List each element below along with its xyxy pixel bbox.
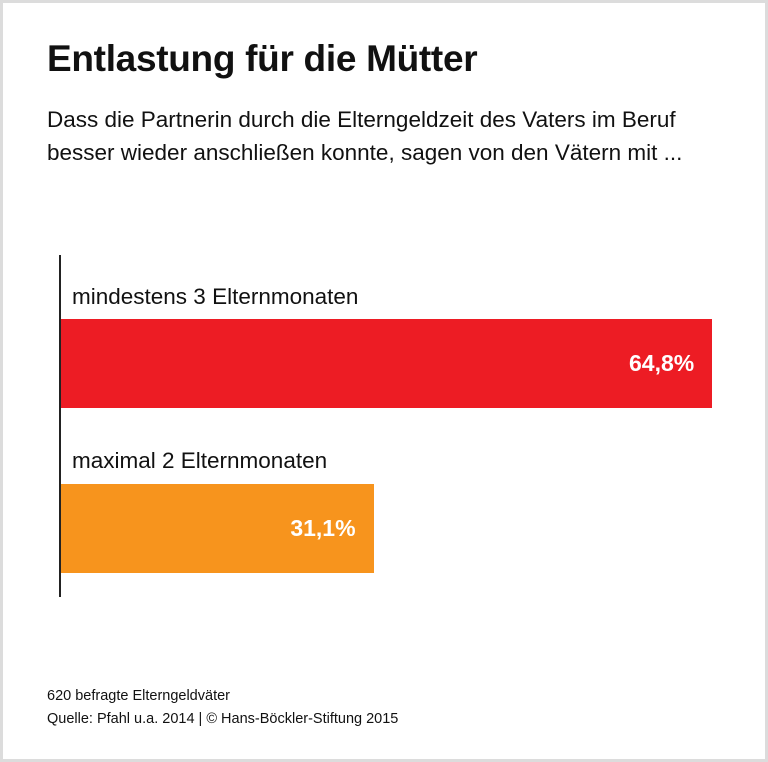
category-label-1: mindestens 3 Elternmonaten <box>72 284 359 309</box>
value-label-2: 31,1% <box>290 515 356 541</box>
footer-source: Quelle: Pfahl u.a. 2014 | © Hans-Böckler… <box>47 711 399 727</box>
category-label-2: maximal 2 Elternmonaten <box>72 448 328 473</box>
value-label-1: 64,8% <box>629 350 695 376</box>
footer-note: 620 befragte Elterngeldväter <box>47 688 230 704</box>
chart-subtitle: Dass die Partnerin durch die Elterngeldz… <box>47 107 683 165</box>
y-axis-line <box>59 255 61 597</box>
bar-1: 64,8% <box>61 319 713 408</box>
bar-2: 31,1% <box>61 484 374 573</box>
chart-title: Entlastung für die Mütter <box>47 38 478 79</box>
